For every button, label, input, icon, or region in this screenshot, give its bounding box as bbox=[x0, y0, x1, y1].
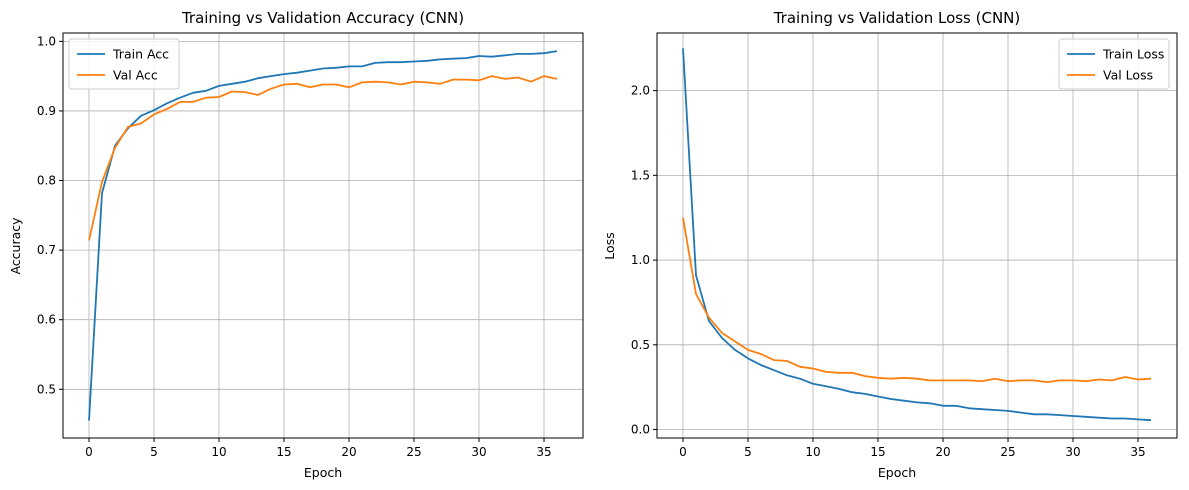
x-axis-label: Epoch bbox=[878, 465, 916, 480]
x-tick-label: 20 bbox=[341, 445, 356, 459]
accuracy-chart: Training vs Validation Accuracy (CNN) Ep… bbox=[8, 9, 584, 480]
x-tick-label: 0 bbox=[679, 445, 687, 459]
x-tick-label: 15 bbox=[870, 445, 885, 459]
series-line-train-acc bbox=[88, 50, 558, 421]
y-axis-label: Accuracy bbox=[8, 217, 23, 275]
y-tick-label: 0.7 bbox=[37, 243, 56, 257]
y-tick-label: 0.0 bbox=[631, 423, 650, 437]
x-tick-label: 20 bbox=[935, 445, 950, 459]
chart-title: Training vs Validation Accuracy (CNN) bbox=[181, 9, 464, 27]
x-tick-label: 25 bbox=[406, 445, 421, 459]
loss-chart: Training vs Validation Loss (CNN) Epoch … bbox=[602, 9, 1178, 480]
plot-frame bbox=[62, 32, 584, 439]
y-tick-label: 0.5 bbox=[631, 338, 650, 352]
chart-title: Training vs Validation Loss (CNN) bbox=[773, 9, 1021, 27]
y-tick-label: 1.0 bbox=[631, 253, 650, 267]
series-line-val-acc bbox=[88, 75, 558, 241]
y-tick-label: 0.5 bbox=[37, 382, 56, 396]
x-tick-label: 10 bbox=[211, 445, 226, 459]
x-tick-label: 15 bbox=[276, 445, 291, 459]
x-tick-label: 35 bbox=[1130, 445, 1145, 459]
y-tick-label: 2.0 bbox=[631, 84, 650, 98]
x-tick-label: 30 bbox=[1065, 445, 1080, 459]
y-axis-label: Loss bbox=[602, 232, 617, 259]
x-tick-label: 25 bbox=[1000, 445, 1015, 459]
x-tick-label: 35 bbox=[536, 445, 551, 459]
y-tick-label: 0.8 bbox=[37, 174, 56, 188]
legend-label: Train Acc bbox=[112, 47, 169, 62]
legend-label: Val Acc bbox=[113, 68, 158, 83]
legend-label: Val Loss bbox=[1103, 68, 1153, 83]
x-tick-label: 30 bbox=[471, 445, 486, 459]
legend-box bbox=[68, 38, 180, 90]
x-tick-label: 5 bbox=[744, 445, 752, 459]
legend-box bbox=[1058, 38, 1170, 90]
legend-label: Train Loss bbox=[1102, 47, 1164, 62]
y-tick-label: 1.5 bbox=[631, 168, 650, 182]
y-tick-label: 0.9 bbox=[37, 104, 56, 118]
x-axis-label: Epoch bbox=[304, 465, 342, 480]
x-tick-label: 0 bbox=[85, 445, 93, 459]
series-line-val-loss bbox=[682, 217, 1152, 384]
series-line-train-loss bbox=[682, 48, 1152, 422]
x-tick-label: 5 bbox=[150, 445, 158, 459]
y-tick-label: 1.0 bbox=[37, 34, 56, 48]
x-tick-label: 10 bbox=[805, 445, 820, 459]
plot-frame bbox=[656, 32, 1178, 439]
y-tick-label: 0.6 bbox=[37, 313, 56, 327]
